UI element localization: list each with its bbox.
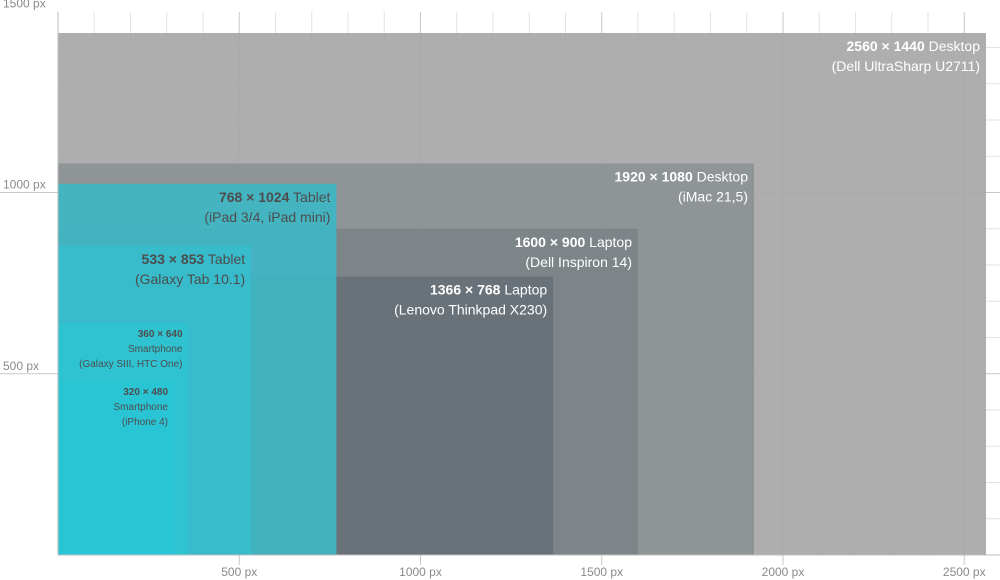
screen-label-tablet-768: 768 × 1024 Tablet <box>219 189 331 205</box>
screen-label-desktop-2560: 2560 × 1440 Desktop <box>847 38 981 54</box>
screen-label-phone-360: 360 × 640 <box>138 329 183 340</box>
y-tick-label: 1000 px <box>3 178 46 192</box>
screen-rect-phone-320 <box>58 381 174 555</box>
screen-dims-tablet-533: 533 × 853 <box>142 251 205 267</box>
screen-kind-laptop-1366: Laptop <box>500 282 547 298</box>
screen-kind-phone-360: Smartphone <box>128 344 183 355</box>
screen-label-tablet-533: 533 × 853 Tablet <box>142 251 246 267</box>
screen-model-tablet-768: (iPad 3/4, iPad mini) <box>204 209 330 225</box>
screen-model-desktop-1920: (iMac 21,5) <box>678 189 748 205</box>
screen-labels: 2560 × 1440 Desktop (Dell UltraSharp U271… <box>79 38 980 428</box>
screen-model-phone-360: (Galaxy SIII, HTC One) <box>79 359 182 370</box>
screen-dims-desktop-1920: 1920 × 1080 <box>615 169 693 185</box>
screen-rectangles <box>58 33 986 556</box>
screen-dims-tablet-768: 768 × 1024 <box>219 189 290 205</box>
x-tick-label: 500 px <box>221 565 257 579</box>
screen-label-laptop-1366: 1366 × 768 Laptop <box>430 282 547 298</box>
screen-dims-phone-360: 360 × 640 <box>138 329 183 340</box>
screen-dims-desktop-2560: 2560 × 1440 <box>847 38 925 54</box>
screen-model-tablet-533: (Galaxy Tab 10.1) <box>135 271 245 287</box>
screen-kind-desktop-2560: Desktop <box>925 38 980 54</box>
screen-kind-tablet-533: Tablet <box>204 251 245 267</box>
screen-model-laptop-1366: (Lenovo Thinkpad X230) <box>394 302 547 318</box>
y-tick-label: 1500 px <box>3 0 46 10</box>
screen-dims-laptop-1366: 1366 × 768 <box>430 282 501 298</box>
x-tick-label: 2000 px <box>762 565 805 579</box>
y-tick-label: 500 px <box>3 359 39 373</box>
screen-kind-tablet-768: Tablet <box>289 189 330 205</box>
x-tick-label: 2500 px <box>943 565 986 579</box>
screen-kind-phone-320: Smartphone <box>114 402 169 413</box>
screen-label-phone-320: 320 × 480 <box>123 387 168 398</box>
screen-kind-laptop-1600: Laptop <box>585 234 632 250</box>
screen-label-desktop-1920: 1920 × 1080 Desktop <box>615 169 749 185</box>
screen-label-laptop-1600: 1600 × 900 Laptop <box>515 234 632 250</box>
axes: 500 px 1000 px 1500 px 2000 px 2500 px 500 px… <box>3 0 1000 579</box>
x-tick-label: 1500 px <box>580 565 623 579</box>
screen-kind-desktop-1920: Desktop <box>693 169 748 185</box>
x-tick-label: 1000 px <box>399 565 442 579</box>
screen-model-phone-320: (iPhone 4) <box>122 417 168 428</box>
screen-dims-phone-320: 320 × 480 <box>123 387 168 398</box>
screen-model-desktop-2560: (Dell UltraSharp U2711) <box>832 58 980 74</box>
screen-model-laptop-1600: (Dell Inspiron 14) <box>525 254 632 270</box>
screen-dims-laptop-1600: 1600 × 900 <box>515 234 586 250</box>
